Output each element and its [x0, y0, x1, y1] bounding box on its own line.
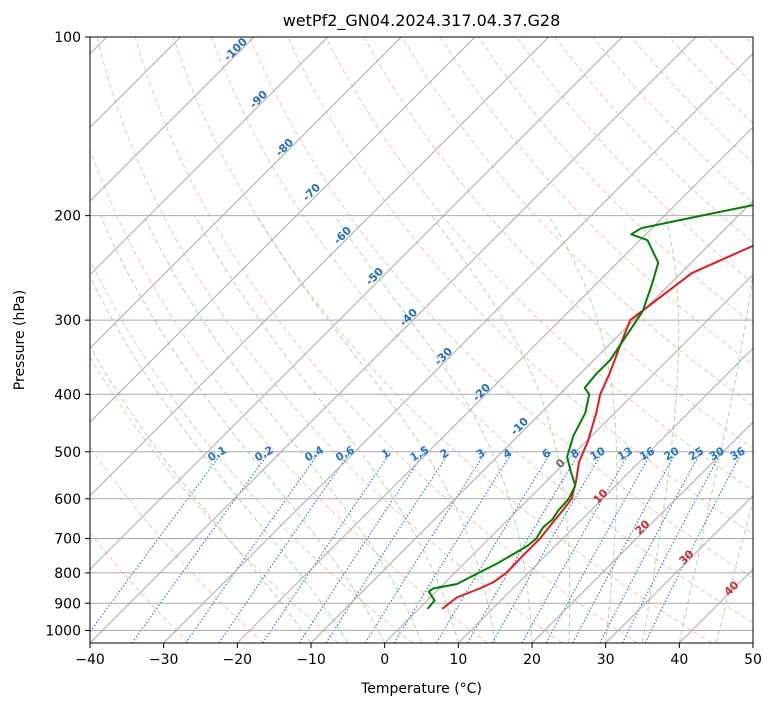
mixing-ratio-line [298, 451, 426, 643]
dry-adiabat [249, 37, 753, 579]
mixing-ratio-line [262, 451, 392, 643]
moist-adiabat [143, 215, 422, 643]
plot-frame [89, 36, 754, 644]
x-tick-label: 40 [670, 652, 688, 668]
mixing-ratio-line [599, 451, 702, 643]
isotherm [90, 37, 476, 423]
mixing-ratio-line [90, 451, 224, 633]
dry-adiabat [401, 37, 753, 407]
dry-adiabat [90, 445, 264, 643]
y-tick-label: 100 [54, 30, 81, 46]
x-tick-label: 10 [449, 652, 467, 668]
isotherm [90, 37, 329, 276]
mixing-ratio-line [185, 451, 321, 643]
isotherm [90, 37, 697, 643]
moist-adiabat [90, 345, 312, 643]
y-tick-label: 800 [54, 566, 81, 582]
background-lines [90, 37, 753, 643]
mixing-ratio-line [218, 451, 351, 643]
moist-adiabat [715, 499, 753, 643]
mixing-ratio-line [521, 451, 631, 643]
dry-adiabat [90, 355, 339, 643]
isotherm [90, 37, 402, 350]
mixing-ratio-line [644, 451, 743, 643]
moist-adiabat [642, 215, 680, 643]
x-tick-label: 20 [523, 652, 541, 668]
dry-adiabat [134, 37, 638, 643]
x-tick-label: −30 [149, 652, 179, 668]
moist-adiabat [90, 275, 349, 643]
dewpoint-line [426, 204, 753, 610]
y-tick-label: 200 [54, 209, 81, 225]
moist-adiabat [256, 215, 496, 643]
isotherm [310, 200, 753, 643]
mixing-ratio-line [435, 451, 552, 643]
x-tick-label: −40 [75, 652, 105, 668]
axis-ticks: −40 −30 −20 −10 0 10 20 30 40 50 1000 900 800 700 600 5… [45, 30, 762, 668]
moist-adiabat [194, 215, 459, 643]
x-tick-label: −20 [223, 652, 253, 668]
isotherm [236, 126, 753, 643]
x-tick-label: 30 [597, 652, 615, 668]
y-tick-label: 500 [54, 445, 81, 461]
y-tick-label: 400 [54, 387, 81, 403]
x-axis-label: Temperature (°C) [360, 681, 482, 697]
isotherm [90, 37, 550, 497]
mixing-ratio-line [393, 451, 513, 643]
isotherm [90, 37, 623, 571]
dry-adiabat [90, 531, 190, 643]
y-tick-label: 300 [54, 313, 81, 329]
temperature-line [441, 244, 753, 610]
mixing-ratio-line [572, 451, 677, 643]
profile-lines [426, 204, 753, 610]
dry-adiabat [439, 37, 753, 366]
isotherm [90, 37, 255, 202]
isotherm [531, 421, 753, 643]
y-tick-label: 600 [54, 492, 81, 508]
moist-adiabat [678, 270, 753, 643]
isotherm [605, 494, 753, 643]
isotherm [457, 347, 753, 643]
y-tick-label: 700 [54, 532, 81, 548]
dry-adiabat [211, 37, 753, 624]
dry-adiabat [96, 37, 563, 643]
isotherm [384, 273, 753, 643]
moist-adiabat [548, 215, 618, 643]
dry-adiabat [325, 37, 753, 492]
dry-adiabat [172, 37, 712, 643]
mixing-ratio-line [621, 451, 722, 643]
mixing-ratio-line [131, 451, 271, 643]
x-tick-label: 0 [380, 652, 389, 668]
isotherm [163, 52, 753, 643]
x-tick-label: 50 [744, 652, 762, 668]
moist-adiabat [100, 215, 386, 643]
chart-title: wetPf2_GN04.2024.317.04.37.G28 [283, 11, 561, 31]
moist-adiabat [431, 215, 571, 643]
y-axis-label: Pressure (hPa) [12, 290, 28, 390]
dry-adiabat [516, 37, 753, 284]
y-tick-label: 1000 [45, 623, 81, 639]
mixing-ratio-line [545, 451, 653, 643]
y-tick-label: 900 [54, 596, 81, 612]
mixing-ratio-line [325, 451, 451, 643]
x-tick-label: −10 [296, 652, 326, 668]
mixing-ratio-line [364, 451, 487, 643]
